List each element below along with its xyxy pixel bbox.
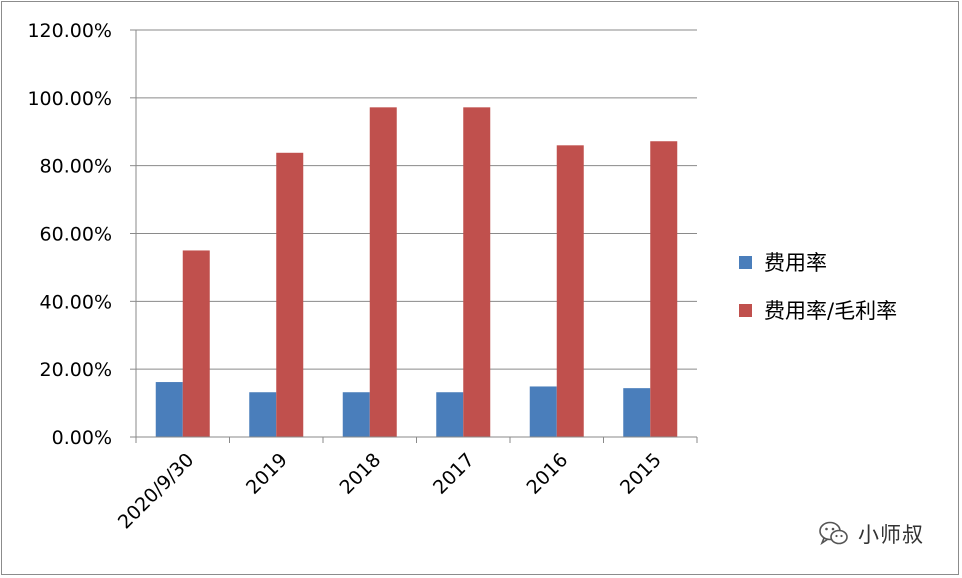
bar-expense-to-gross-margin	[556, 145, 584, 438]
bar-expense-ratio	[342, 392, 370, 437]
bar-expense-ratio	[436, 392, 464, 437]
gridlines	[130, 29, 697, 438]
bar-expense-to-gross-margin	[276, 152, 304, 438]
x-tick-label: 2017	[429, 449, 479, 499]
x-tick-label: 2019	[242, 449, 292, 499]
legend-swatch	[739, 304, 752, 317]
y-tick-label: 60.00%	[40, 224, 112, 246]
bar-expense-to-gross-margin	[650, 141, 678, 437]
x-tick-label: 2016	[523, 449, 573, 499]
y-tick-label: 40.00%	[40, 291, 112, 313]
x-tick-label: 2015	[616, 449, 666, 499]
legend-label: 费用率/毛利率	[764, 299, 897, 323]
x-tick-label: 2020/9/30	[114, 449, 198, 533]
y-axis-tick-labels: 0.00% 20.00% 40.00% 60.00% 80.00% 100.00% 120.…	[27, 20, 112, 449]
wechat-icon	[819, 521, 848, 546]
legend-swatch	[739, 256, 752, 269]
x-tick-label: 2018	[336, 449, 386, 499]
watermark: 小师叔	[818, 519, 924, 549]
watermark-text: 小师叔	[858, 523, 924, 547]
y-tick-label: 120.00%	[27, 20, 112, 42]
x-axis-tick-labels: 2020/9/30 2019 2018 2017 2016 2015	[114, 449, 666, 533]
y-tick-label: 80.00%	[40, 156, 112, 178]
legend-label: 费用率	[764, 251, 827, 275]
bar-expense-ratio	[529, 386, 557, 437]
bar-expense-to-gross-margin	[463, 107, 491, 437]
axes	[135, 30, 698, 443]
y-tick-label: 0.00%	[52, 427, 112, 449]
y-tick-label: 20.00%	[40, 359, 112, 381]
bar-expense-ratio	[155, 382, 183, 437]
bar-expense-ratio	[623, 388, 651, 437]
bar-expense-to-gross-margin	[369, 107, 397, 437]
bar-expense-ratio	[249, 392, 277, 437]
y-tick-label: 100.00%	[27, 88, 112, 110]
bars	[155, 107, 678, 438]
bar-expense-to-gross-margin	[182, 250, 210, 437]
